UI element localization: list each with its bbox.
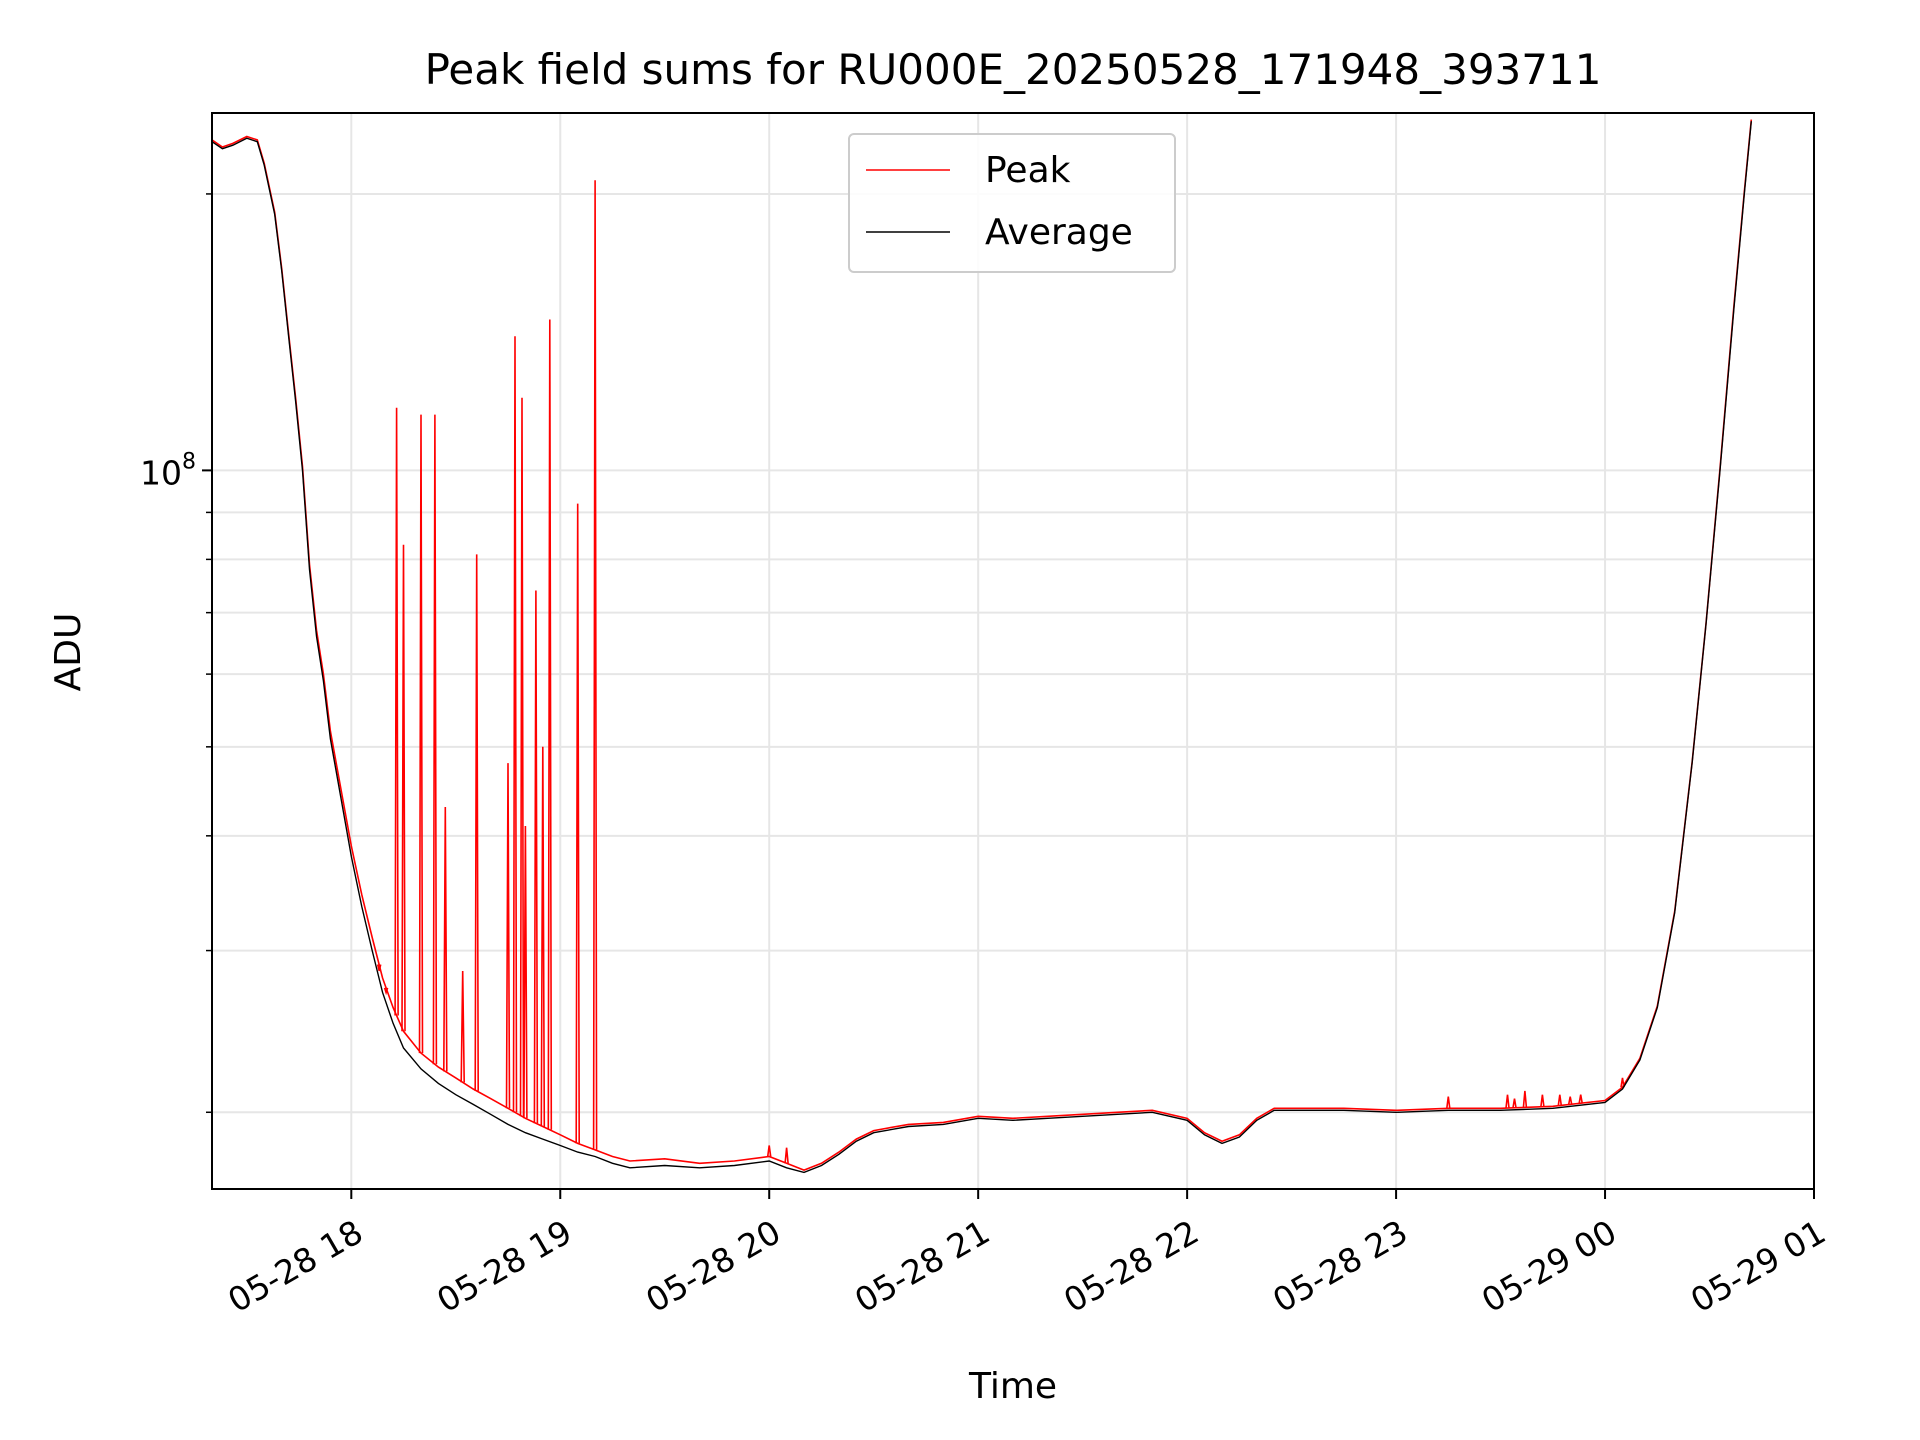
peak-spike — [383, 987, 389, 996]
peak-spike — [1446, 1096, 1451, 1109]
peak-spike — [401, 544, 406, 1032]
peak-spike — [512, 336, 518, 1113]
peak-spike — [1620, 1077, 1625, 1088]
legend: Peak Average — [848, 133, 1176, 273]
peak-spike — [418, 414, 424, 1054]
plot-frame — [211, 112, 1815, 1190]
peak-spike — [394, 407, 399, 1016]
peak-spike — [1578, 1094, 1583, 1104]
peak-spike — [432, 414, 438, 1065]
peak-spike — [540, 746, 546, 1127]
y-axis-label: ADU — [48, 613, 89, 692]
peak-spike — [460, 970, 465, 1083]
peak-spike — [575, 503, 580, 1144]
peak-spike — [784, 1147, 789, 1164]
legend-peak-label: Peak — [985, 150, 1071, 191]
peak-spike — [1557, 1094, 1563, 1106]
peak-spike — [592, 180, 598, 1150]
legend-average-label: Average — [985, 212, 1133, 253]
peak-spike — [519, 397, 525, 1117]
peak-spike — [1567, 1096, 1573, 1105]
average-series-line — [212, 121, 1752, 1174]
peak-spike — [376, 964, 382, 972]
peak-spike — [443, 806, 448, 1072]
x-axis-label: Time — [968, 1366, 1057, 1407]
legend-box — [848, 133, 1176, 273]
peak-series-line — [212, 119, 1753, 1171]
peak-spike — [1512, 1098, 1517, 1108]
peak-spike — [547, 319, 553, 1130]
peak-spike — [533, 590, 539, 1124]
peak-spike — [474, 554, 479, 1091]
peak-spike — [505, 763, 511, 1109]
peak-spike — [1522, 1090, 1528, 1108]
peak-spike — [766, 1145, 772, 1157]
peak-spike — [1540, 1094, 1545, 1107]
peak-spike — [523, 825, 528, 1119]
peak-spike — [1505, 1094, 1510, 1109]
chart-title: Peak field sums for RU000E_20250528_1719… — [425, 45, 1602, 94]
plot-lines — [212, 119, 1753, 1174]
